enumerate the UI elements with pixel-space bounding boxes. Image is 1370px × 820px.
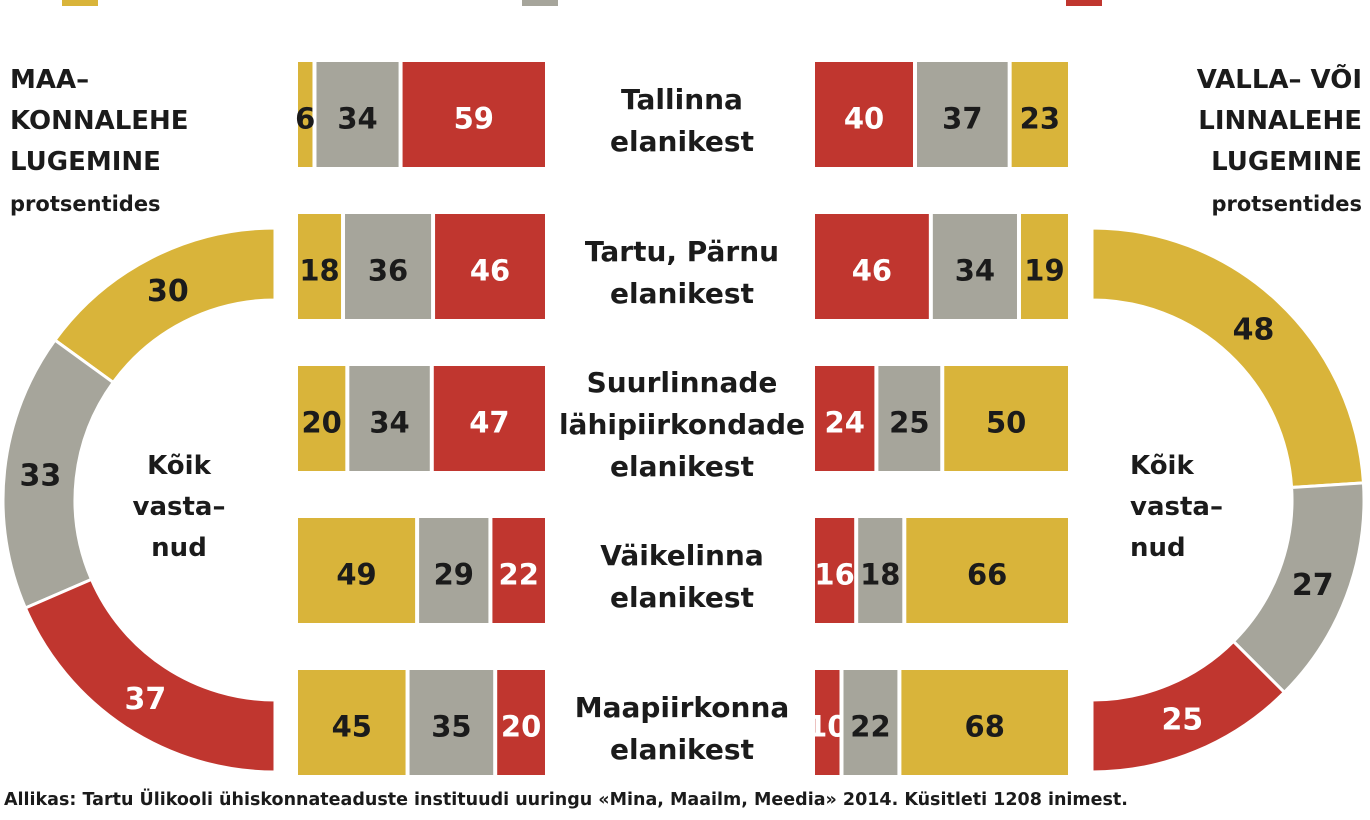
- right-bar-row1-gray: [917, 62, 1008, 167]
- legend-swatch-red: [1066, 0, 1102, 6]
- left-bar-row3-yellow: [298, 366, 346, 471]
- left-bar-row3-red: [433, 366, 545, 471]
- left-bar-label-row5-yellow: 45: [332, 710, 372, 744]
- left-bar-row1-red: [402, 62, 545, 167]
- left-bar-row4-yellow: [298, 518, 416, 623]
- right-bar-label-row5-red: 10: [807, 710, 847, 744]
- right-bar-label-row4-gray: 18: [860, 558, 900, 592]
- right-bar-label-row2-gray: 34: [955, 254, 995, 288]
- left-bar-row1-yellow: [298, 62, 313, 167]
- left-bar-row4-red: [492, 518, 545, 623]
- right-bar-row2-yellow: [1020, 214, 1068, 319]
- category-label-row3-line3: elanikest: [610, 450, 754, 483]
- left-bar-row2-yellow: [298, 214, 342, 319]
- left-bar-label-row2-yellow: 18: [299, 254, 339, 288]
- left-bar-row5-yellow: [298, 670, 406, 775]
- right-bar-label-row5-yellow: 68: [965, 710, 1005, 744]
- right-bar-row1-yellow: [1011, 62, 1068, 167]
- right-panel-unit: protsentides: [1211, 192, 1362, 216]
- left-all-respondents-label: Kõik vasta– nud: [132, 451, 226, 563]
- category-label-row4-line2: elanikest: [610, 581, 754, 614]
- right-bar-row2-red: [815, 214, 929, 319]
- right-bar-row5-yellow: [901, 670, 1068, 775]
- right-ring-segment-red: [1090, 639, 1287, 774]
- left-bar-label-row1-gray: 34: [337, 102, 377, 136]
- right-bar-label-row4-yellow: 66: [967, 558, 1007, 592]
- left-bar-label-row2-red: 46: [470, 254, 510, 288]
- left-ring-label-yellow: 30: [147, 274, 189, 309]
- left-bar-label-row4-gray: 29: [434, 558, 474, 592]
- category-label-row3-line1: Suurlinnade: [587, 366, 778, 399]
- right-all-respondents-label: Kõik vasta– nud: [1130, 451, 1223, 563]
- right-bar-label-row5-gray: 22: [850, 710, 890, 744]
- legend-swatch-yellow: [62, 0, 98, 6]
- right-bar-row1-red: [815, 62, 913, 167]
- left-bar-row2-gray: [345, 214, 432, 319]
- category-label-row1-line1: Tallinna: [621, 83, 743, 116]
- left-ring-label-red: 37: [125, 682, 167, 717]
- left-bar-row2-red: [435, 214, 545, 319]
- right-panel-title: VALLA– VÕI LINNALEHE LUGEMINE: [1196, 65, 1362, 177]
- left-ring-label-gray: 33: [20, 459, 62, 494]
- right-bar-row5-gray: [843, 670, 898, 775]
- right-bar-row2-gray: [932, 214, 1017, 319]
- left-bar-label-row4-red: 22: [499, 558, 539, 592]
- right-bar-label-row3-gray: 25: [889, 406, 929, 440]
- right-bar-label-row3-red: 24: [825, 406, 865, 440]
- left-bar-row5-gray: [409, 670, 494, 775]
- right-bar-row3-red: [815, 366, 875, 471]
- right-bar-label-row2-yellow: 19: [1024, 254, 1064, 288]
- left-panel-title: MAA– KONNALEHE LUGEMINE: [10, 65, 189, 177]
- left-bar-label-row3-gray: 34: [369, 406, 409, 440]
- left-bar-label-row2-gray: 36: [368, 254, 408, 288]
- right-bar-row3-gray: [878, 366, 941, 471]
- legend-swatch-gray: [522, 0, 558, 6]
- right-ring-label-gray: 27: [1292, 568, 1334, 603]
- right-bar-label-row1-yellow: 23: [1020, 102, 1060, 136]
- source-note: Allikas: Tartu Ülikooli ühiskonnateadust…: [4, 790, 1128, 810]
- right-bar-row4-yellow: [906, 518, 1068, 623]
- right-ring-label-yellow: 48: [1233, 312, 1275, 347]
- category-label-row5-line2: elanikest: [610, 733, 754, 766]
- left-bar-label-row1-yellow: 6: [295, 102, 315, 136]
- left-bar-label-row3-red: 47: [469, 406, 509, 440]
- category-label-row1-line2: elanikest: [610, 125, 754, 158]
- right-bar-label-row1-gray: 37: [942, 102, 982, 136]
- left-bar-label-row4-yellow: 49: [336, 558, 376, 592]
- category-label-row3-line2: lähipiirkondade: [559, 408, 805, 441]
- category-label-row2-line1: Tartu, Pärnu: [585, 235, 779, 268]
- right-bar-label-row4-red: 16: [814, 558, 854, 592]
- left-bar-row5-red: [497, 670, 545, 775]
- right-bar-row5-red: [815, 670, 840, 775]
- right-bar-row4-red: [815, 518, 855, 623]
- left-ring-segment-red: [23, 577, 277, 774]
- left-bar-label-row1-red: 59: [454, 102, 494, 136]
- left-bar-label-row5-red: 20: [501, 710, 541, 744]
- right-bar-row4-gray: [858, 518, 903, 623]
- category-label-row2-line2: elanikest: [610, 277, 754, 310]
- category-label-row5-line1: Maapiirkonna: [575, 691, 790, 724]
- left-bar-row3-gray: [349, 366, 430, 471]
- left-bar-label-row5-gray: 35: [431, 710, 471, 744]
- right-ring-label-red: 25: [1161, 703, 1203, 738]
- right-bar-label-row2-red: 46: [852, 254, 892, 288]
- right-bar-row3-yellow: [944, 366, 1068, 471]
- left-panel-unit: protsentides: [10, 192, 161, 216]
- category-label-row4-line1: Väikelinna: [600, 539, 763, 572]
- left-bar-row1-gray: [316, 62, 399, 167]
- left-bar-label-row3-yellow: 20: [301, 406, 341, 440]
- right-bar-label-row1-red: 40: [844, 102, 884, 136]
- right-bar-label-row3-yellow: 50: [986, 406, 1026, 440]
- left-bar-row4-gray: [419, 518, 489, 623]
